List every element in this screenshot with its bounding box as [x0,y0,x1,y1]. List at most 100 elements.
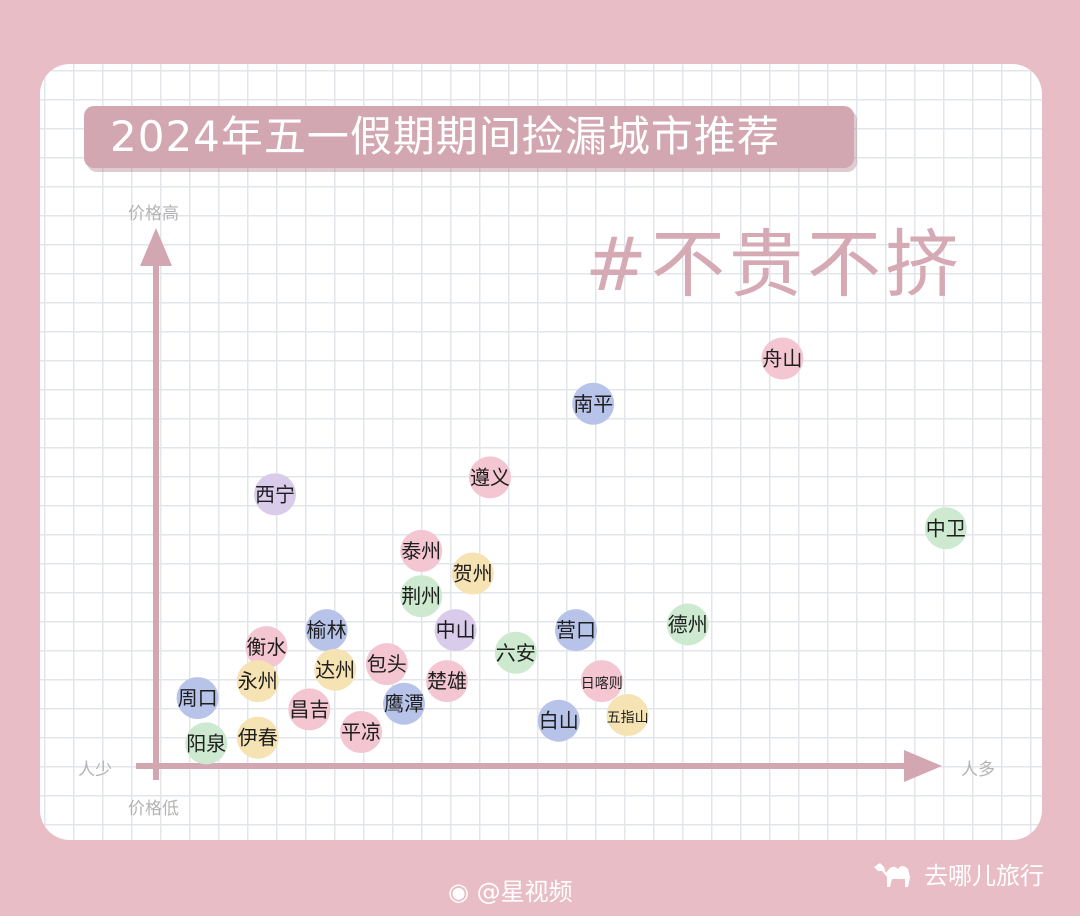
data-point-label: 阳泉 [186,731,226,755]
data-point-marker [245,626,288,669]
data-point-label: 泰州 [401,539,441,563]
y-axis-arrow-icon [140,228,172,266]
x-axis [136,750,942,782]
weibo-handle: @星视频 [476,878,573,906]
data-point: 遵义 [469,456,511,499]
data-point: 衡水 [245,626,288,669]
data-point: 中卫 [924,507,967,550]
data-point-marker [305,609,348,652]
data-point-marker [314,648,357,691]
data-point-label: 荆州 [401,584,441,608]
data-point-marker [383,682,425,725]
data-point: 楚雄 [426,660,468,703]
data-point-marker [185,722,228,765]
data-point-marker [288,688,331,731]
data-point-marker [434,609,477,652]
data-point-marker [494,631,537,674]
data-point-marker [761,337,804,380]
data-point-label: 鹰潭 [384,692,424,716]
data-point: 达州 [314,648,357,691]
data-point: 荆州 [400,575,443,618]
data-point: 阳泉 [185,722,228,765]
data-point-label: 六安 [496,641,536,665]
y-axis-low-label: 价格低 [128,799,179,819]
data-point: 永州 [236,660,279,703]
data-point-marker [580,660,623,703]
data-point: 周口 [176,677,219,720]
data-point: 榆林 [305,609,348,652]
data-point-label: 中山 [436,618,476,642]
data-point-marker [176,677,219,720]
data-point-label: 伊春 [238,726,278,750]
data-point-label: 舟山 [762,346,802,370]
data-point-label: 周口 [178,686,218,710]
camel-icon [874,862,910,887]
data-point-label: 营口 [556,618,596,642]
data-point-label: 日喀则 [581,676,623,692]
weibo-icon: ◉ [448,878,469,906]
data-point-marker [555,609,597,652]
hashtag: #不贵不挤 [585,222,964,308]
data-point: 昌吉 [288,688,331,731]
footer-brand: 去哪儿旅行 [872,856,1044,891]
data-point-marker [572,382,615,425]
data-point-marker [400,529,443,572]
data-point-marker [666,603,709,646]
data-point: 鹰潭 [383,682,425,725]
data-point: 南平 [572,382,615,425]
data-point: 包头 [365,643,408,686]
data-point-marker [537,699,580,742]
data-point-label: 昌吉 [289,697,329,721]
data-point-label: 南平 [573,392,613,416]
data-point: 营口 [555,609,597,652]
data-point-label: 榆林 [307,618,347,642]
data-point-marker [451,552,494,595]
data-point-label: 包头 [367,652,407,676]
data-point-marker [606,694,649,737]
data-point-marker [236,716,279,759]
data-point-marker [426,660,468,703]
data-point: 舟山 [761,337,804,380]
data-point-label: 衡水 [246,635,286,659]
data-point-label: 永州 [238,669,278,693]
data-point-label: 中卫 [926,516,966,540]
y-axis [140,228,172,780]
data-point: 伊春 [236,716,279,759]
x-axis-low-label: 人少 [78,760,112,780]
data-point-label: 贺州 [453,562,493,586]
data-point: 日喀则 [580,660,623,703]
chart-title: 2024年五一假期期间捡漏城市推荐 [110,112,780,161]
data-point: 中山 [434,609,477,652]
data-point: 贺州 [451,552,494,595]
data-point-marker [340,711,382,754]
data-point-label: 楚雄 [427,669,467,693]
data-point: 平凉 [340,711,382,754]
title-banner [84,106,854,168]
data-point-marker [400,575,443,618]
x-axis-high-label: 人多 [961,760,995,780]
data-point-label: 五指山 [607,710,649,726]
data-point-marker [254,473,296,516]
data-point-label: 西宁 [255,482,295,506]
data-point: 西宁 [254,473,296,516]
x-axis-arrow-icon [904,750,942,782]
data-point-marker [236,660,279,703]
data-point-label: 达州 [315,658,355,682]
data-point-marker [469,456,511,499]
data-point-label: 平凉 [341,720,381,744]
data-point: 五指山 [606,694,649,737]
data-point-label: 德州 [668,613,708,637]
data-point-marker [365,643,408,686]
data-point: 泰州 [400,529,443,572]
data-point-marker [924,507,967,550]
footer-weibo: ◉ @星视频 [448,872,573,907]
data-point: 德州 [666,603,709,646]
data-point-label: 遵义 [470,465,510,489]
y-axis-high-label: 价格高 [128,204,179,224]
data-point: 六安 [494,631,537,674]
data-point: 白山 [537,699,580,742]
data-point-label: 白山 [539,709,579,733]
brand-name: 去哪儿旅行 [924,862,1044,890]
